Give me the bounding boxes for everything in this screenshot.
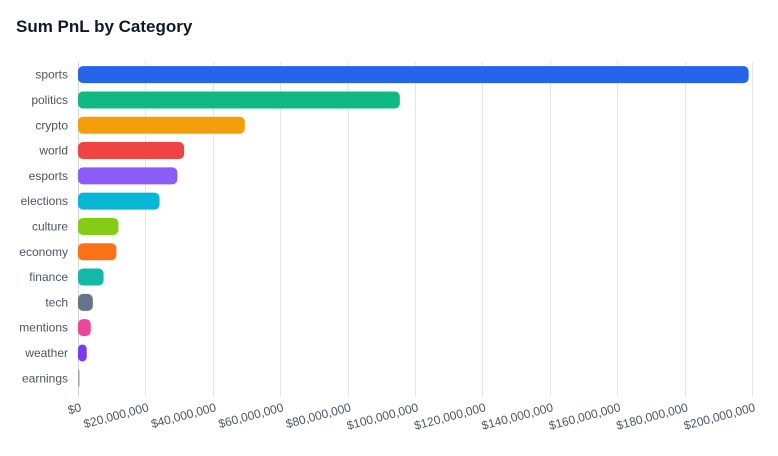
category-label-world: world	[38, 144, 68, 158]
category-label-mentions: mentions	[19, 321, 68, 335]
category-label-economy: economy	[19, 245, 68, 259]
bars	[78, 66, 749, 387]
category-label-politics: politics	[31, 93, 68, 107]
bar-weather[interactable]	[78, 344, 87, 362]
x-tick-label: $140,000,000	[480, 400, 555, 433]
bar-earnings[interactable]	[78, 369, 80, 387]
bar-tech[interactable]	[78, 293, 93, 311]
category-label-earnings: earnings	[22, 371, 68, 385]
x-tick-label: $0	[66, 400, 83, 417]
category-labels: sports politics crypto world esports election…	[19, 68, 68, 386]
bar-world[interactable]	[78, 142, 185, 160]
x-tick-label: $160,000,000	[547, 400, 622, 433]
bar-mentions[interactable]	[78, 319, 91, 337]
x-tick-label: $40,000,000	[149, 400, 217, 431]
x-tick-label: $20,000,000	[82, 400, 150, 431]
x-tick-label: $200,000,000	[682, 400, 757, 433]
bar-politics[interactable]	[78, 91, 400, 109]
category-label-culture: culture	[32, 219, 68, 233]
category-label-tech: tech	[45, 295, 68, 309]
category-label-finance: finance	[29, 270, 68, 284]
bar-finance[interactable]	[78, 268, 104, 286]
bar-economy[interactable]	[78, 243, 117, 261]
x-axis-ticks: $0 $20,000,000 $40,000,000 $60,000,000 $80,0…	[66, 400, 757, 433]
category-label-crypto: crypto	[35, 118, 68, 132]
bar-sports[interactable]	[78, 66, 749, 84]
bar-elections[interactable]	[78, 192, 160, 210]
x-tick-label: $80,000,000	[284, 400, 352, 431]
x-tick-label: $60,000,000	[217, 400, 285, 431]
bar-culture[interactable]	[78, 217, 119, 235]
category-label-weather: weather	[24, 346, 68, 360]
bar-esports[interactable]	[78, 167, 178, 185]
bar-crypto[interactable]	[78, 116, 245, 134]
category-label-esports: esports	[29, 169, 68, 183]
category-label-sports: sports	[35, 68, 68, 82]
chart-title: Sum PnL by Category	[16, 17, 193, 36]
x-tick-label: $120,000,000	[413, 400, 488, 433]
grid-lines	[78, 62, 753, 397]
x-tick-label: $100,000,000	[345, 400, 420, 433]
category-label-elections: elections	[21, 194, 68, 208]
x-tick-label: $180,000,000	[615, 400, 690, 433]
